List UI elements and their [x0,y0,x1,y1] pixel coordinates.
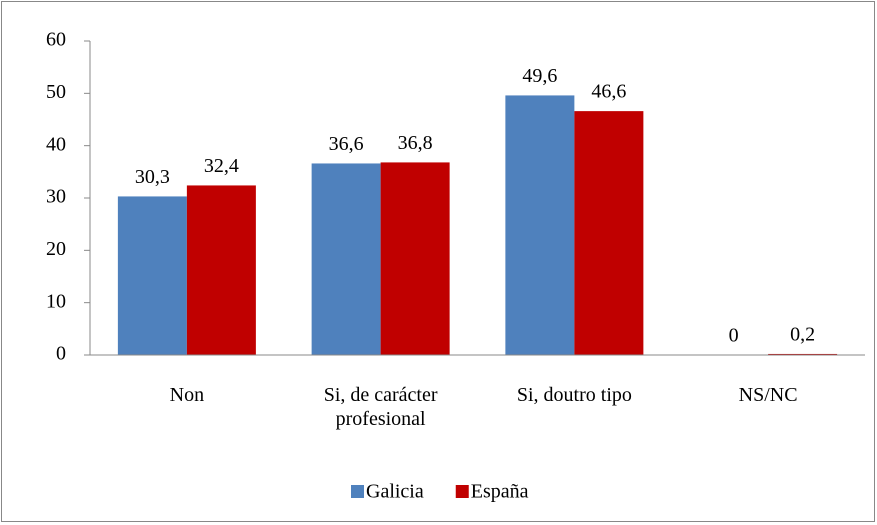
value-label: 36,6 [329,133,364,155]
value-label: 32,4 [204,155,239,177]
value-label: 46,6 [591,81,626,103]
y-tick-label: 40 [46,133,66,155]
bar [311,163,381,355]
legend-label: España [471,481,529,503]
x-tick-label: Si, doutro tipo [516,384,632,406]
y-tick-label: 60 [46,29,66,51]
y-tick-label: 30 [46,186,66,208]
value-label: 49,6 [522,65,557,87]
bar [117,196,187,355]
bar [505,95,575,355]
bar [574,111,644,355]
x-tick-label: Si, de carácter profesional [323,384,438,430]
bar [380,162,450,355]
y-tick-label: 20 [46,238,66,260]
legend-swatch [455,485,469,498]
x-tick-label: Non [169,384,205,406]
value-label: 30,3 [135,166,170,188]
bar [768,353,838,355]
y-tick-label: 0 [56,343,66,365]
x-tick-label: NS/NC [738,384,798,406]
legend-label: Galicia [366,481,424,503]
value-label: 0 [729,325,739,347]
value-label: 36,8 [398,132,433,154]
y-tick-label: 50 [46,81,66,103]
y-tick-label: 10 [46,290,66,312]
value-label: 0,2 [790,324,815,346]
bar [186,185,256,355]
legend-swatch [351,485,364,498]
